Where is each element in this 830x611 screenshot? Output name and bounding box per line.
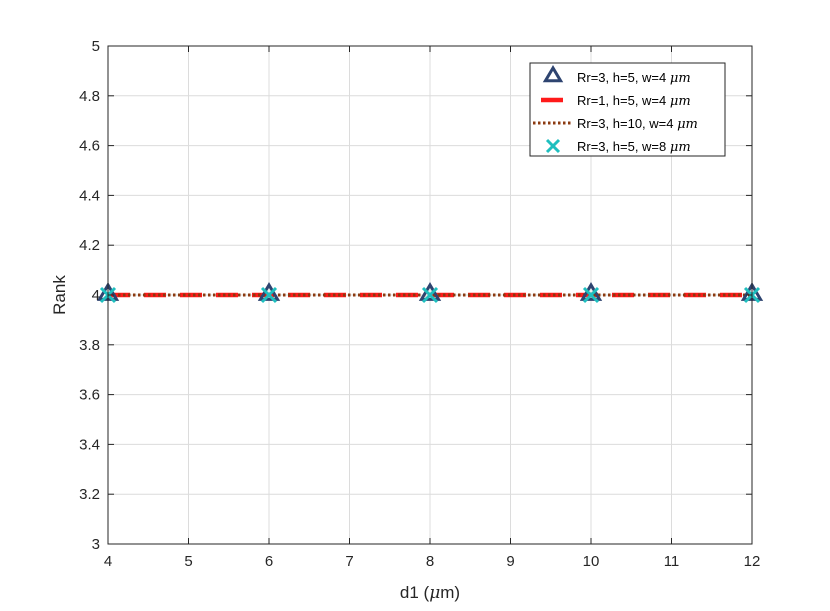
legend-label: Rr=3, h=5, w=4 μm bbox=[577, 70, 691, 86]
y-tick-label: 3 bbox=[92, 536, 100, 553]
y-tick-label: 4.8 bbox=[79, 88, 100, 105]
axes-frame bbox=[107, 45, 753, 545]
y-tick-labels: 3 3.2 3.4 3.6 3.8 4 4.2 4.4 4.6 4.8 5 bbox=[79, 38, 100, 553]
y-tick-label: 4.4 bbox=[79, 187, 100, 204]
x-tick-label: 6 bbox=[265, 553, 273, 570]
y-tick-label: 3.6 bbox=[79, 387, 100, 404]
legend-label: Rr=3, h=10, w=4 μm bbox=[577, 116, 698, 132]
x-marker-stroke bbox=[260, 286, 278, 304]
x-tick-label: 7 bbox=[345, 553, 353, 570]
y-tick-label: 3.8 bbox=[79, 337, 100, 354]
y-tick-label: 5 bbox=[92, 38, 100, 55]
legend-item: Rr=3, h=5, w=8 μm bbox=[545, 138, 691, 155]
y-tick-label: 4.2 bbox=[79, 237, 100, 254]
legend-item: Rr=3, h=5, w=4 μm bbox=[542, 65, 691, 86]
x-marker-stroke bbox=[421, 286, 439, 304]
y-tick-label: 4 bbox=[92, 287, 100, 304]
x-marker bbox=[421, 286, 439, 304]
legend-label: Rr=1, h=5, w=4 μm bbox=[577, 93, 691, 109]
x-tick-label: 11 bbox=[664, 553, 680, 570]
x-tick-label: 10 bbox=[583, 553, 600, 570]
legend: Rr=3, h=5, w=4 μm Rr=1, h=5, w=4 μm Rr=3, … bbox=[529, 62, 726, 157]
y-tick-label: 3.4 bbox=[79, 436, 100, 453]
legend-box bbox=[529, 62, 726, 157]
x-tick-label: 9 bbox=[506, 553, 514, 570]
legend-label: Rr=3, h=5, w=8 μm bbox=[577, 139, 691, 155]
x-marker bbox=[582, 286, 600, 304]
x-tick-label: 5 bbox=[184, 553, 192, 570]
x-axis-label: d1 (μm) bbox=[400, 583, 460, 603]
y-tick-label: 4.6 bbox=[79, 138, 100, 155]
y-tick-label: 3.2 bbox=[79, 486, 100, 503]
x-marker bbox=[260, 286, 278, 304]
legend-item: Rr=3, h=10, w=4 μm bbox=[533, 116, 698, 132]
x-tick-label: 4 bbox=[104, 553, 112, 570]
legend-item: Rr=1, h=5, w=4 μm bbox=[533, 93, 691, 109]
x-marker-stroke bbox=[545, 138, 561, 154]
x-tick-label: 8 bbox=[426, 553, 434, 570]
legend-triangle-symbol bbox=[542, 65, 564, 83]
x-marker-stroke bbox=[582, 286, 600, 304]
y-axis-label: Rank bbox=[50, 275, 69, 315]
legend-x-symbol bbox=[545, 138, 561, 154]
x-tick-labels: 4 5 6 7 8 9 10 11 12 bbox=[104, 553, 761, 570]
x-tick-label: 12 bbox=[744, 553, 761, 570]
